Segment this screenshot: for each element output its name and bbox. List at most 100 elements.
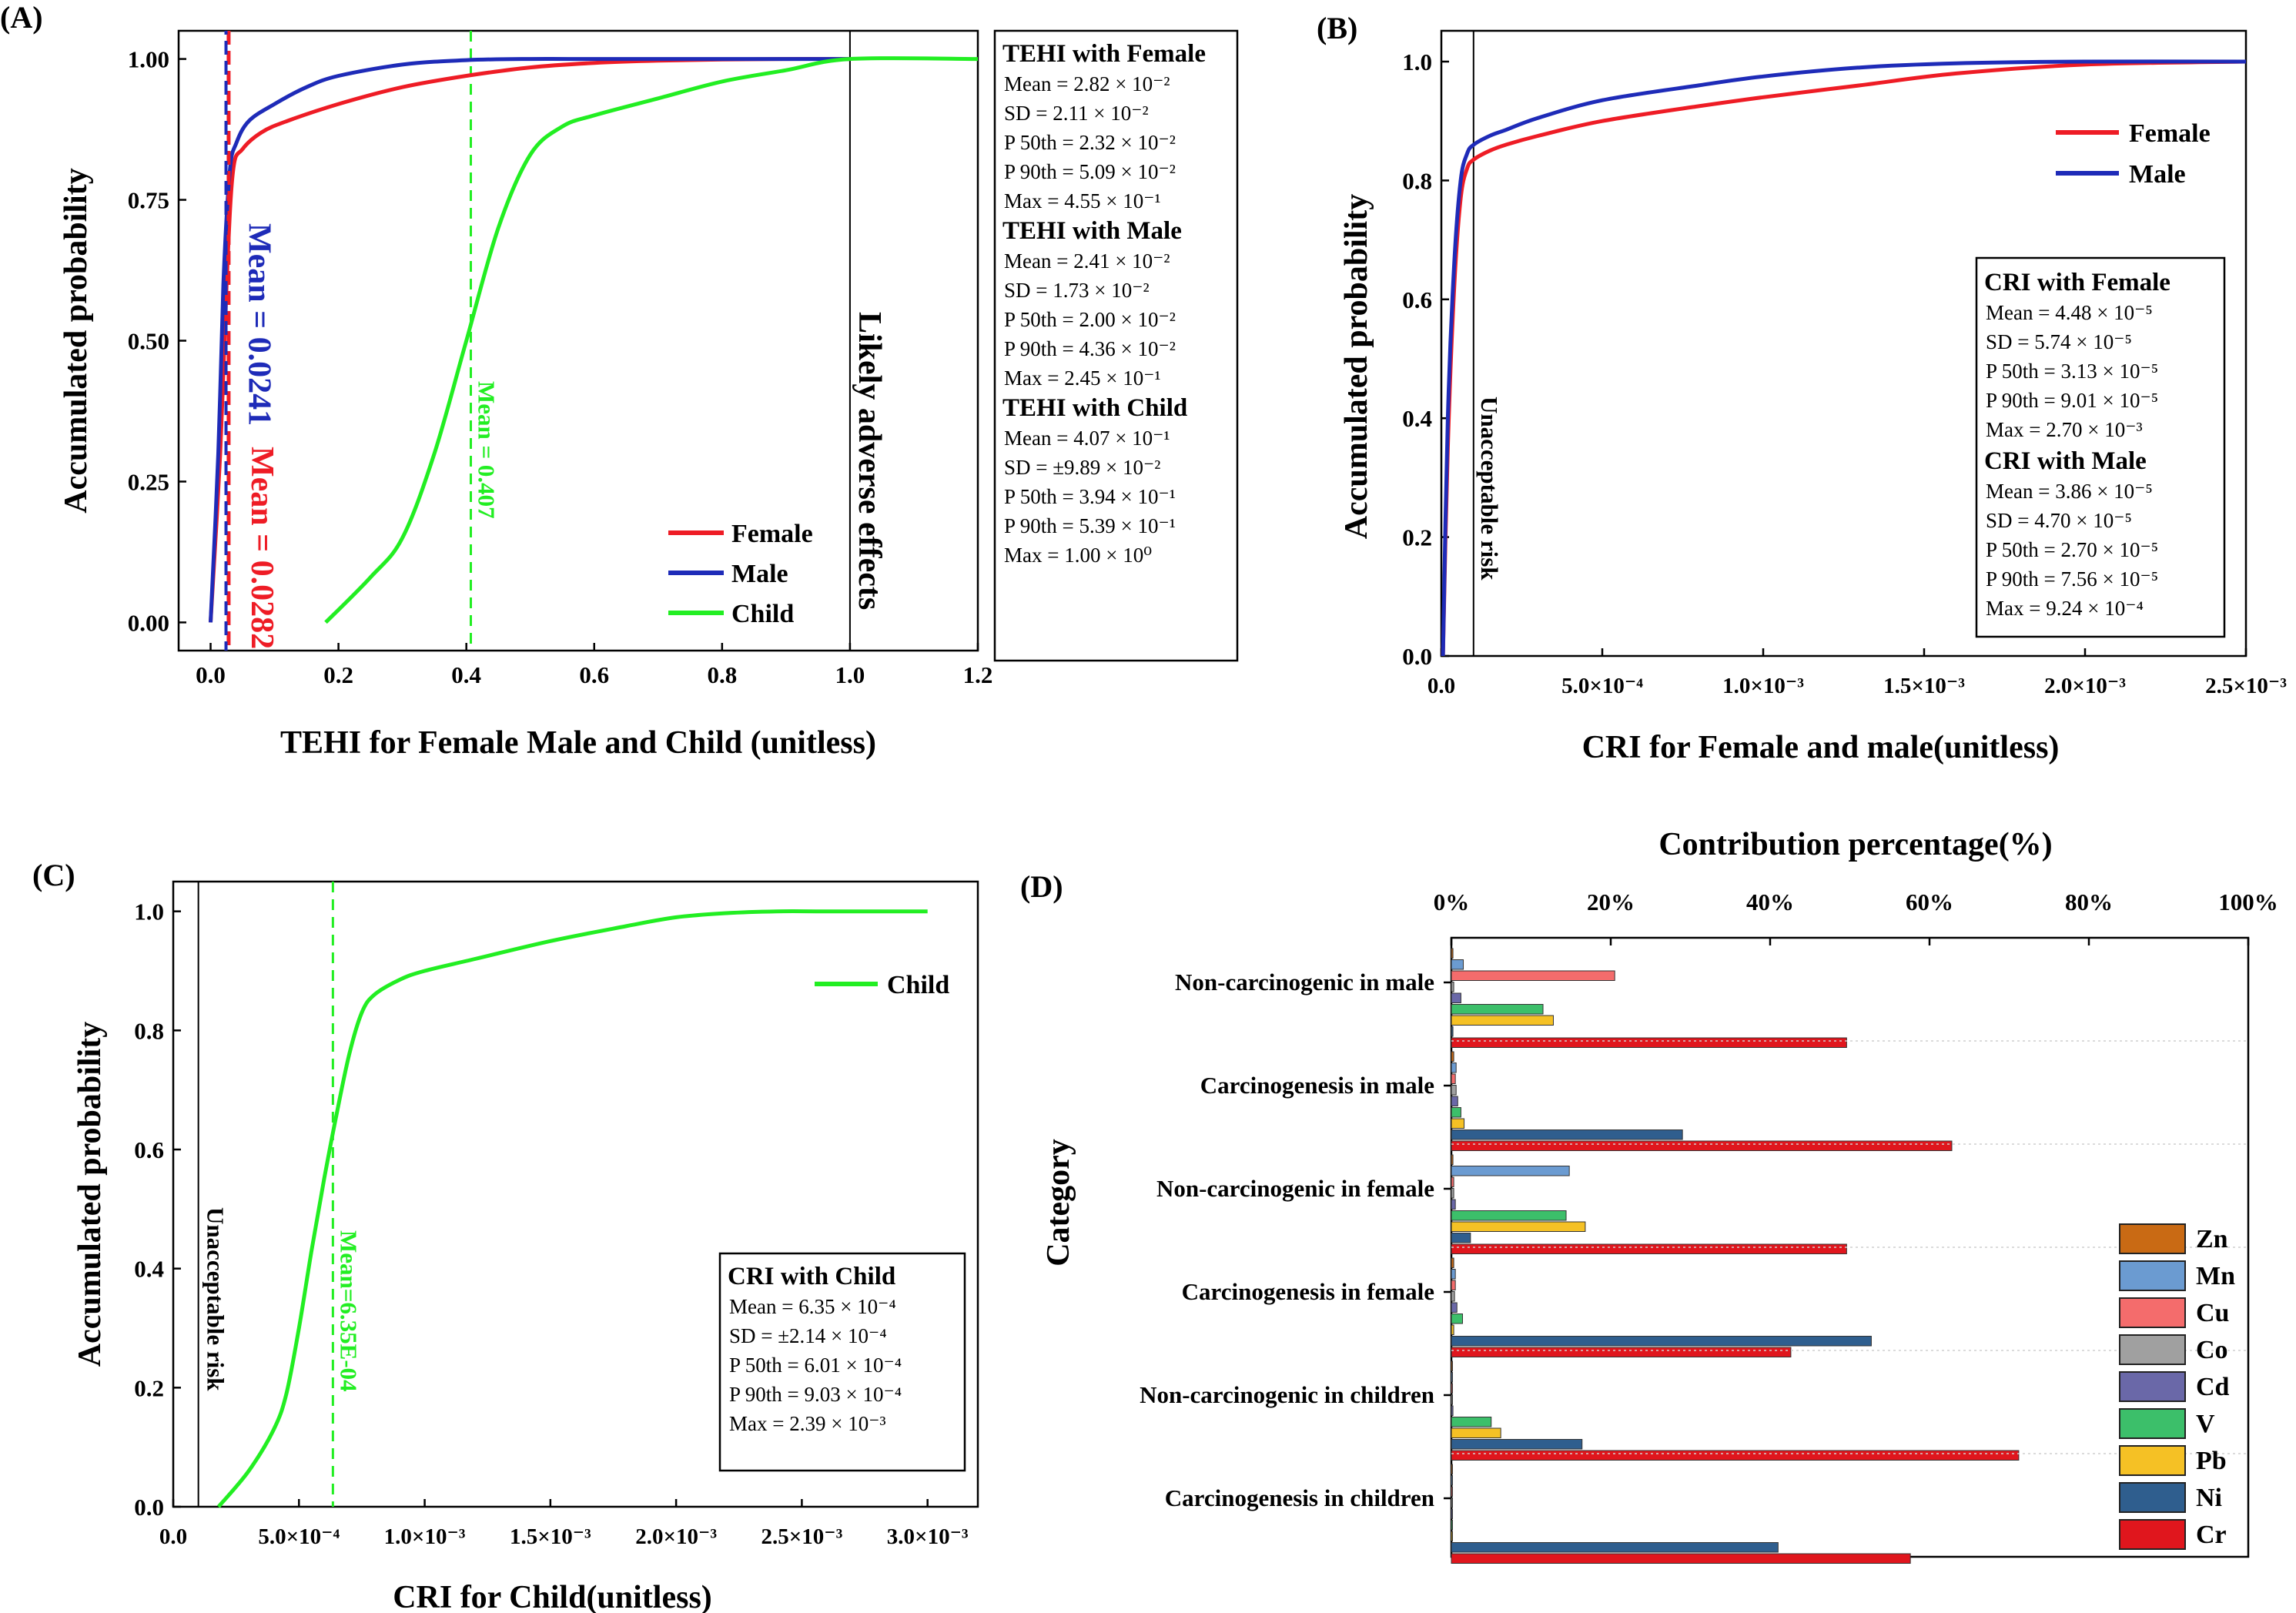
panel-d-bar-zn — [1451, 948, 1454, 959]
panel-a-y-tick: 0.75 — [128, 187, 169, 214]
panel-d-bar-ni — [1451, 1233, 1471, 1243]
panel-d-category-label: Carcinogenesis in male — [1200, 1072, 1434, 1099]
panel-d-bar-ni — [1451, 1439, 1583, 1450]
panel-d-bar-v — [1451, 1417, 1492, 1427]
panel-d-bar-co — [1451, 1291, 1455, 1302]
panel-d-bar-cd — [1451, 1508, 1453, 1519]
panel-a-x-label: TEHI for Female Male and Child (unitless… — [280, 725, 876, 761]
panel-b-x-tick: 1.0×10⁻³ — [1722, 674, 1804, 698]
panel-c-threshold-label: Unacceptable risk — [202, 1207, 229, 1391]
panel-d-category-label: Carcinogenesis in female — [1182, 1278, 1434, 1305]
panel-a-stats-line: SD = 2.11 × 10⁻² — [1004, 102, 1149, 125]
panel-c-legend-label: Child — [887, 971, 949, 999]
panel-b-stats-line: SD = 4.70 × 10⁻⁵ — [1986, 509, 2132, 532]
panel-c-x-tick: 0.0 — [159, 1524, 187, 1549]
panel-d-legend-label: Co — [2196, 1336, 2228, 1364]
panel-a-stats-line: Max = 1.00 × 10⁰ — [1004, 544, 1152, 567]
panel-b-stats-line: Mean = 3.86 × 10⁻⁵ — [1986, 480, 2153, 503]
panel-d-category-label: Non-carcinogenic in female — [1156, 1175, 1434, 1202]
panel-a-series-male — [209, 56, 850, 623]
panel-c-y-tick: 1.0 — [134, 899, 164, 925]
panel-a-female-mean-label: Mean = 0.0282 — [244, 447, 279, 649]
panel-c-y-tick: 0.6 — [134, 1136, 164, 1163]
panel-d-bar-zn — [1451, 1360, 1453, 1371]
panel-d-bar-cd — [1451, 1405, 1454, 1416]
panel-a-male-mean-label: Mean = 0.0241 — [242, 223, 277, 426]
panel-a-child-mean-label: Mean = 0.407 — [473, 381, 500, 519]
panel-c-stats-line: P 90th = 9.03 × 10⁻⁴ — [729, 1383, 902, 1406]
panel-b-x-tick: 0.0 — [1427, 674, 1455, 698]
panel-a-stats-line: P 90th = 5.09 × 10⁻² — [1004, 160, 1176, 183]
panel-b-legend-label: Male — [2129, 160, 2186, 189]
panel-d-bar-cu — [1451, 1383, 1453, 1394]
panel-d-bar-cr — [1451, 1037, 1847, 1048]
panel-a-stats-title: TEHI with Female — [1002, 40, 1206, 68]
panel-d-bar-ni — [1451, 1129, 1683, 1140]
panel-d-bar-cu — [1451, 970, 1615, 981]
panel-b-label: (B) — [1317, 11, 1357, 45]
panel-d-bar-co — [1451, 1085, 1457, 1096]
panel-c-x-tick: 2.5×10⁻³ — [761, 1524, 843, 1549]
panel-c-stats-line: Max = 2.39 × 10⁻³ — [729, 1412, 886, 1435]
panel-b-stats-line: Max = 9.24 × 10⁻⁴ — [1986, 597, 2144, 620]
panel-d-bar-cr — [1451, 1347, 1792, 1357]
panel-d-bar-ni — [1451, 1026, 1454, 1037]
panel-a-y-tick: 0.25 — [128, 468, 169, 495]
panel-c-y-tick: 0.8 — [134, 1017, 164, 1044]
panel-d-x-tick: 0% — [1434, 888, 1470, 915]
panel-d-bar-pb — [1451, 1015, 1554, 1026]
panel-b-legend-label: Female — [2129, 119, 2211, 148]
panel-d-bar-v — [1451, 1004, 1544, 1015]
panel-a-x-tick: 1.2 — [963, 661, 993, 688]
panel-a-stats-line: P 50th = 2.00 × 10⁻² — [1004, 308, 1176, 331]
panel-b-x-label: CRI for Female and male(unitless) — [1582, 730, 2060, 765]
panel-d-bar-cd — [1451, 1199, 1456, 1210]
panel-a-stats-line: SD = ±9.89 × 10⁻² — [1004, 456, 1160, 479]
panel-d-title: Contribution percentage(%) — [1658, 827, 2052, 862]
panel-b-x-tick: 1.5×10⁻³ — [1883, 674, 1965, 698]
panel-d-legend-swatch — [2119, 1371, 2186, 1402]
panel-a-legend-label: Child — [731, 600, 794, 628]
panel-a-x-tick: 0.2 — [323, 661, 353, 688]
panel-d-bar-cu — [1451, 1486, 1453, 1497]
panel-b-stats-title: CRI with Male — [1984, 447, 2147, 475]
panel-d-legend-label: Zn — [2196, 1225, 2228, 1253]
panel-d-legend-label: Cu — [2196, 1299, 2229, 1327]
panel-d-bar-co — [1451, 982, 1454, 992]
panel-c-x-tick: 2.0×10⁻³ — [635, 1524, 717, 1549]
panel-c-stats-line: SD = ±2.14 × 10⁻⁴ — [729, 1324, 887, 1347]
panel-b-y-tick: 0.6 — [1402, 286, 1432, 313]
panel-d-legend-swatch — [2119, 1519, 2186, 1550]
panel-d-x-tick: 60% — [1906, 888, 1953, 915]
panel-c-x-tick: 1.5×10⁻³ — [510, 1524, 591, 1549]
panel-b-y-tick: 0.4 — [1402, 405, 1432, 432]
panel-d-legend-swatch — [2119, 1482, 2186, 1513]
panel-a-series-child — [324, 56, 979, 624]
panel-d-bar-zn — [1451, 1257, 1454, 1268]
panel-c-y-tick: 0.2 — [134, 1374, 164, 1401]
panel-d-legend-swatch — [2119, 1223, 2186, 1254]
panel-d-bar-ni — [1451, 1542, 1779, 1553]
panel-d-x-tick: 100% — [2218, 888, 2278, 915]
panel-c-x-label: CRI for Child(unitless) — [393, 1580, 712, 1613]
panel-b-y-tick: 0.8 — [1402, 167, 1432, 194]
panel-d-bar-pb — [1451, 1427, 1501, 1438]
panel-d-bar-v — [1451, 1210, 1567, 1221]
panel-c-stats-box — [718, 1252, 966, 1472]
panel-a-stats-title: TEHI with Male — [1002, 217, 1182, 245]
panel-c-x-tick: 3.0×10⁻³ — [887, 1524, 969, 1549]
panel-a-x-tick: 1.0 — [835, 661, 865, 688]
panel-b-stats-line: P 50th = 3.13 × 10⁻⁵ — [1986, 360, 2158, 383]
panel-d-bar-pb — [1451, 1221, 1586, 1232]
panel-d-bar-cr — [1451, 1243, 1847, 1254]
panel-a-stats-line: Max = 2.45 × 10⁻¹ — [1004, 366, 1161, 390]
panel-b-stats-line: P 50th = 2.70 × 10⁻⁵ — [1986, 538, 2158, 561]
panel-b-x-tick: 2.5×10⁻³ — [2205, 674, 2287, 698]
panel-d-bar-co — [1451, 1188, 1454, 1199]
panel-d-bar-cd — [1451, 1096, 1458, 1106]
panel-d-bar-v — [1451, 1313, 1463, 1324]
panel-d-bar-cu — [1451, 1176, 1454, 1187]
panel-c-series-child — [216, 909, 928, 1508]
panel-d-bar-zn — [1451, 1051, 1454, 1062]
panel-a-y-tick: 1.00 — [128, 46, 169, 73]
